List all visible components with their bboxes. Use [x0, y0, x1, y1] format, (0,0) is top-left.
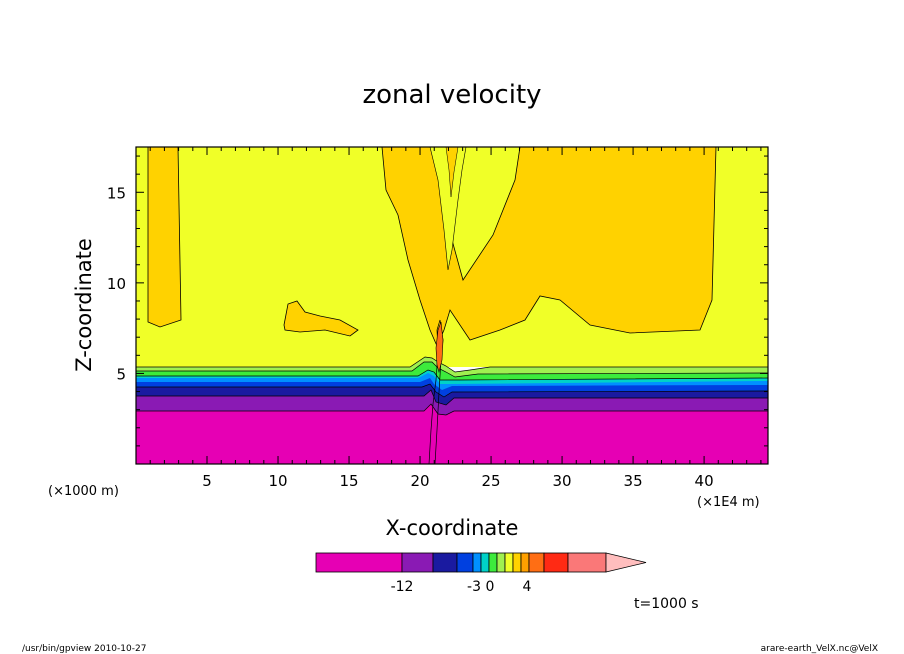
color-bar-segment	[528, 552, 545, 573]
y-tick-label: 10	[107, 275, 126, 293]
color-bar-segment	[456, 552, 474, 573]
y-axis-label: Z-coordinate	[72, 238, 96, 372]
color-bar-segment	[472, 552, 482, 573]
y-tick-label: 5	[116, 365, 126, 383]
x-tick-label: 25	[482, 472, 501, 490]
color-bar-arrow	[605, 552, 647, 573]
color-bar-label: 4	[523, 579, 532, 595]
field-orange-center	[381, 147, 717, 347]
color-bar-segment	[488, 552, 498, 573]
color-bar-segment	[543, 552, 569, 573]
color-bar-segment	[520, 552, 530, 573]
x-unit-left: (×1000 m)	[48, 484, 119, 499]
y-tick-label: 15	[107, 184, 126, 202]
color-bar-segment	[512, 552, 522, 573]
chart-title: zonal velocity	[362, 80, 541, 110]
color-bar-segment	[480, 552, 490, 573]
color-bar	[315, 552, 647, 573]
footer-right: arare-earth_VelX.nc@VelX	[761, 644, 878, 654]
x-tick-label: 35	[624, 472, 643, 490]
footer-left: /usr/bin/gpview 2010-10-27	[22, 644, 146, 654]
color-bar-segment	[315, 552, 403, 573]
field-orange-tongue	[445, 147, 459, 198]
x-tick-label: 5	[202, 472, 212, 490]
time-label: t=1000 s	[634, 596, 699, 612]
field-red-spike	[435, 321, 444, 374]
color-bar-segment	[504, 552, 514, 573]
color-bar-segment	[567, 552, 607, 573]
color-bar-segment	[496, 552, 506, 573]
field-orange-left	[147, 147, 182, 328]
y-axis-ticks: 5 10 15	[107, 155, 768, 447]
x-axis-ticks: 5 10 15 20 25 30 35 40	[149, 147, 762, 490]
contour-fields	[136, 147, 768, 464]
x-tick-label: 20	[410, 472, 429, 490]
x-tick-label: 30	[553, 472, 572, 490]
color-bar-segment	[432, 552, 458, 573]
plot-frame	[135, 146, 769, 465]
x-unit-right: (×1E4 m)	[697, 495, 760, 510]
x-tick-label: 40	[695, 472, 714, 490]
field-yellow-spike	[429, 147, 467, 271]
color-bar-segment	[401, 552, 434, 573]
x-axis-label: X-coordinate	[386, 516, 519, 540]
color-bar-label: -3	[467, 579, 481, 595]
color-bar-label: 0	[486, 579, 495, 595]
x-tick-label: 15	[339, 472, 358, 490]
band-magenta	[136, 404, 768, 464]
color-bar-labels: -12 -3 0 4	[391, 579, 532, 595]
field-orange-small	[283, 300, 359, 337]
color-bar-label: -12	[391, 579, 414, 595]
x-tick-label: 10	[268, 472, 287, 490]
